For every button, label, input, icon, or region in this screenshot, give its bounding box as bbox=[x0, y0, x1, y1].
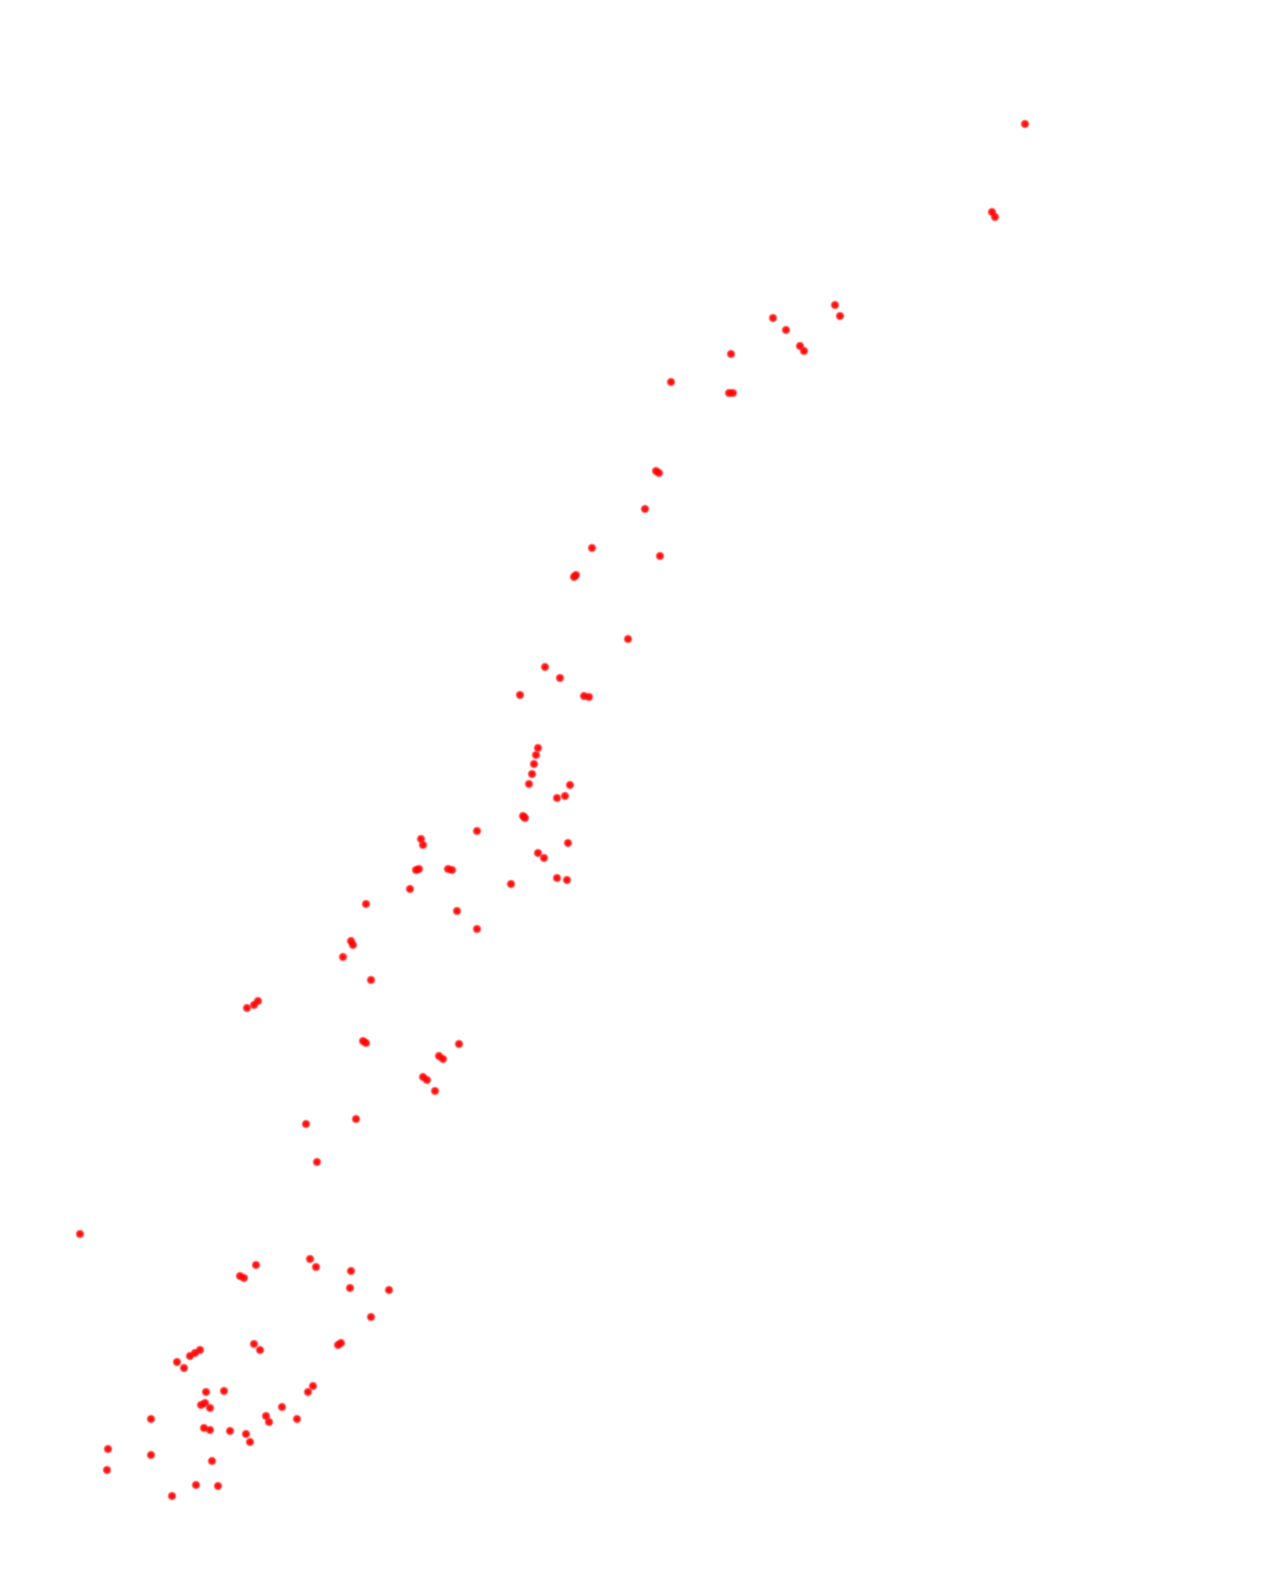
data-point-70 bbox=[312, 1157, 322, 1167]
data-point-33 bbox=[565, 780, 575, 790]
data-point-100 bbox=[292, 1414, 302, 1424]
data-point-71 bbox=[75, 1229, 85, 1239]
data-point-27 bbox=[531, 750, 541, 760]
data-point-105 bbox=[241, 1429, 251, 1439]
data-point-8 bbox=[799, 346, 809, 356]
data-point-104 bbox=[225, 1426, 235, 1436]
data-point-64 bbox=[438, 1054, 448, 1064]
data-point-38 bbox=[563, 838, 573, 848]
data-point-30 bbox=[524, 779, 534, 789]
data-point-109 bbox=[207, 1456, 217, 1466]
data-point-47 bbox=[562, 875, 572, 885]
data-point-50 bbox=[361, 899, 371, 909]
data-point-99 bbox=[264, 1417, 274, 1427]
data-point-107 bbox=[103, 1444, 113, 1454]
data-point-101 bbox=[146, 1414, 156, 1424]
data-point-5 bbox=[768, 313, 778, 323]
data-point-68 bbox=[351, 1114, 361, 1124]
data-point-80 bbox=[366, 1312, 376, 1322]
data-point-45 bbox=[447, 865, 457, 875]
data-point-92 bbox=[219, 1386, 229, 1396]
data-point-76 bbox=[239, 1273, 249, 1283]
data-point-12 bbox=[728, 388, 738, 398]
data-point-84 bbox=[333, 1340, 343, 1350]
data-point-89 bbox=[179, 1363, 189, 1373]
data-point-96 bbox=[196, 1400, 206, 1410]
data-point-10 bbox=[666, 377, 676, 387]
data-point-72 bbox=[305, 1254, 315, 1264]
data-point-93 bbox=[201, 1387, 211, 1397]
data-point-56 bbox=[366, 975, 376, 985]
data-point-112 bbox=[213, 1481, 223, 1491]
data-point-43 bbox=[411, 865, 421, 875]
data-point-73 bbox=[251, 1260, 261, 1270]
data-point-6 bbox=[781, 325, 791, 335]
data-point-46 bbox=[552, 873, 562, 883]
data-point-87 bbox=[185, 1351, 195, 1361]
data-point-16 bbox=[587, 543, 597, 553]
data-point-31 bbox=[552, 793, 562, 803]
data-point-15 bbox=[640, 504, 650, 514]
data-point-69 bbox=[301, 1119, 311, 1129]
data-point-22 bbox=[555, 673, 565, 683]
data-point-37 bbox=[472, 826, 482, 836]
data-point-17 bbox=[655, 551, 665, 561]
data-point-24 bbox=[584, 692, 594, 702]
data-point-97 bbox=[277, 1402, 287, 1412]
data-point-113 bbox=[167, 1491, 177, 1501]
data-points bbox=[75, 119, 1030, 1501]
data-point-48 bbox=[506, 879, 516, 889]
data-point-78 bbox=[345, 1283, 355, 1293]
data-point-110 bbox=[102, 1465, 112, 1475]
data-point-111 bbox=[191, 1480, 201, 1490]
data-point-19 bbox=[569, 572, 579, 582]
data-point-14 bbox=[654, 468, 664, 478]
data-point-32 bbox=[560, 791, 570, 801]
data-point-103 bbox=[205, 1425, 215, 1435]
data-point-35 bbox=[520, 813, 530, 823]
data-point-108 bbox=[146, 1450, 156, 1460]
data-point-52 bbox=[472, 924, 482, 934]
data-point-77 bbox=[346, 1266, 356, 1276]
data-point-29 bbox=[527, 769, 537, 779]
data-point-62 bbox=[454, 1039, 464, 1049]
data-point-67 bbox=[430, 1086, 440, 1096]
data-point-88 bbox=[172, 1357, 182, 1367]
data-point-21 bbox=[540, 662, 550, 672]
data-point-55 bbox=[338, 952, 348, 962]
data-point-82 bbox=[255, 1345, 265, 1355]
data-point-66 bbox=[422, 1075, 432, 1085]
data-point-3 bbox=[830, 300, 840, 310]
data-point-9 bbox=[726, 349, 736, 359]
data-point-20 bbox=[623, 634, 633, 644]
data-point-51 bbox=[452, 906, 462, 916]
data-point-74 bbox=[311, 1262, 321, 1272]
data-point-39 bbox=[418, 840, 428, 850]
data-point-95 bbox=[205, 1403, 215, 1413]
data-point-49 bbox=[405, 884, 415, 894]
data-point-59 bbox=[242, 1003, 252, 1013]
data-point-61 bbox=[361, 1038, 371, 1048]
data-point-4 bbox=[835, 311, 845, 321]
data-point-41 bbox=[539, 853, 549, 863]
data-point-25 bbox=[515, 690, 525, 700]
data-point-28 bbox=[529, 759, 539, 769]
data-point-79 bbox=[384, 1285, 394, 1295]
data-point-0 bbox=[1020, 119, 1030, 129]
data-point-54 bbox=[348, 940, 358, 950]
data-point-91 bbox=[303, 1387, 313, 1397]
data-point-106 bbox=[245, 1437, 255, 1447]
data-point-2 bbox=[990, 212, 1000, 222]
